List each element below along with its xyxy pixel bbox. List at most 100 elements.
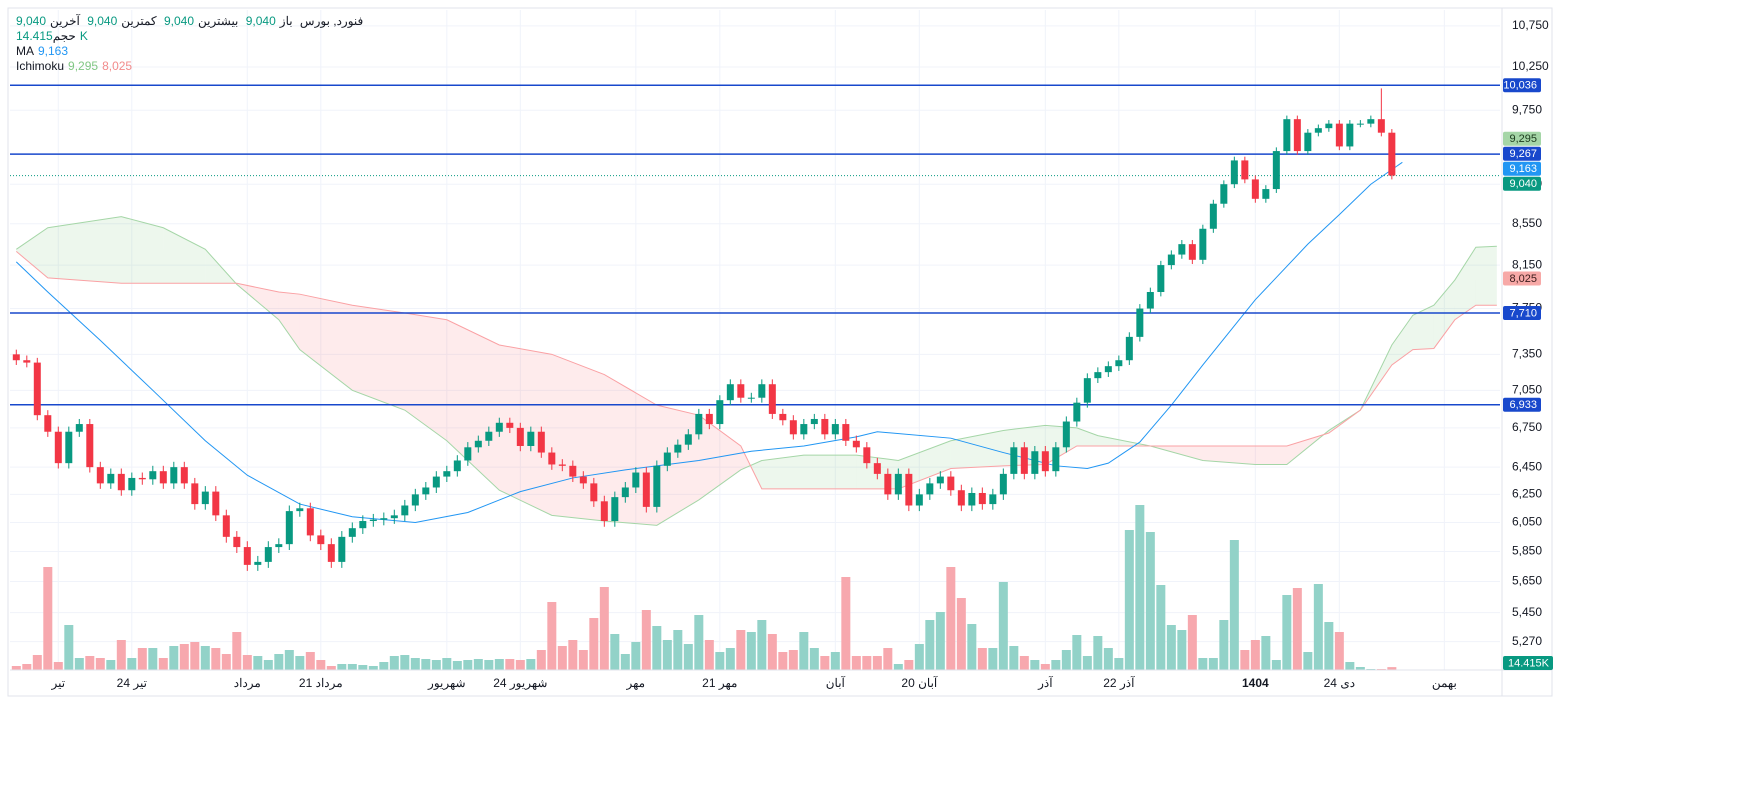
candle-body [107, 473, 115, 484]
price-badge-label: 7,710 [1509, 307, 1537, 319]
candle-body [579, 476, 587, 484]
cloud [16, 216, 1497, 526]
axis: 10,75010,2509,7508,9508,5508,1507,7507,3… [10, 8, 1553, 696]
candle-body [527, 431, 535, 446]
candle-body [1356, 123, 1364, 125]
candle-body [1325, 123, 1333, 129]
volume-bar [977, 648, 987, 670]
volume-bar [400, 655, 410, 670]
cloud-fill [750, 460, 762, 489]
candle-body [474, 440, 482, 448]
volume-bar [242, 655, 252, 670]
candle-body [590, 483, 598, 502]
volume-bar [74, 658, 84, 670]
volume-bar [1051, 660, 1061, 670]
volume-bar [1061, 650, 1071, 670]
candle-body [380, 518, 388, 520]
volume-bar [662, 640, 672, 670]
volume-bar [536, 650, 546, 670]
candle-body [747, 397, 755, 399]
candle-body [1052, 447, 1060, 472]
x-tick-label: 22 آذر [1103, 675, 1135, 690]
candle-body [12, 354, 20, 361]
volume-bar [1093, 636, 1103, 670]
candle-body [705, 413, 713, 425]
value: 9,040 [87, 14, 118, 28]
volume-bar [568, 640, 578, 670]
volume-bar [1355, 667, 1365, 670]
volume-bar [274, 654, 284, 670]
volume-bar [599, 587, 609, 670]
candle-body [600, 501, 608, 522]
volume-bar [1145, 532, 1155, 670]
y-tick-label: 6,250 [1512, 487, 1542, 501]
volume-bar [253, 656, 263, 670]
volume-bar [169, 646, 179, 670]
value: 9,295 [68, 59, 99, 73]
candle-body [212, 491, 220, 516]
candle-body [464, 447, 472, 461]
candle-body [117, 473, 125, 491]
cloud-fill [352, 305, 405, 411]
volume-bar [1324, 622, 1334, 670]
candle-body [516, 427, 524, 446]
candle-body [779, 413, 787, 421]
volume-bar [452, 661, 462, 670]
volume-bar [1135, 505, 1145, 670]
legend: فنورد, بورس باز9,040 بیشترین9,040 کمترین… [16, 14, 367, 74]
volume-bar [1082, 656, 1092, 670]
volume-bar [862, 656, 872, 670]
candle-body [1388, 132, 1396, 176]
volume-bar [1334, 632, 1344, 670]
volume-bar [179, 644, 189, 670]
price-badge-label: 10,036 [1503, 80, 1537, 92]
candle-body [201, 491, 209, 505]
volume-bar [925, 620, 935, 670]
y-tick-label: 8,550 [1512, 216, 1542, 230]
volume-bar [43, 567, 53, 670]
volume [11, 505, 1397, 670]
x-tick-label: آبان [826, 675, 846, 690]
candle-body [642, 472, 650, 507]
candle-body [737, 384, 745, 398]
volume-bar [1250, 640, 1260, 670]
candle-body [611, 497, 619, 522]
candle-body [1367, 119, 1375, 124]
volume-bar [998, 582, 1008, 670]
y-tick-label: 8,150 [1512, 257, 1542, 271]
candle-body [222, 515, 230, 537]
candle-body [138, 477, 146, 480]
candle-body [1073, 402, 1081, 422]
x-tick-label: مرداد [234, 676, 261, 690]
candle-body [1314, 128, 1322, 133]
cloud-fill [47, 216, 122, 284]
volume-bar [652, 626, 662, 670]
candle-body [327, 544, 335, 562]
volume-bar [1198, 658, 1208, 670]
candle-body [1146, 291, 1154, 309]
value: 8,025 [102, 59, 133, 73]
candle-body [338, 536, 346, 562]
volume-badge-label: 14.415K [1508, 657, 1550, 669]
candle-body [537, 431, 545, 453]
volume-bar [589, 618, 599, 670]
candle-body [947, 476, 955, 491]
cloud-fill [1433, 280, 1455, 349]
cloud-fill [698, 415, 741, 500]
volume-bar [1292, 588, 1302, 670]
volume-bar [106, 660, 116, 670]
candle-body [1272, 151, 1280, 190]
candle-body [863, 447, 871, 464]
y-tick-label: 9,750 [1512, 102, 1542, 116]
candle-body [1136, 308, 1144, 337]
volume-bar [484, 660, 494, 670]
volume-bar [893, 664, 903, 670]
volume-bar [116, 640, 126, 670]
volume-bar [694, 615, 704, 670]
label: کمترین [121, 14, 157, 28]
volume-bar [547, 602, 557, 670]
candle-body [905, 473, 913, 506]
cloud-fill [950, 430, 1004, 469]
candle-body [1188, 244, 1196, 260]
y-tick-label: 10,250 [1512, 59, 1549, 73]
